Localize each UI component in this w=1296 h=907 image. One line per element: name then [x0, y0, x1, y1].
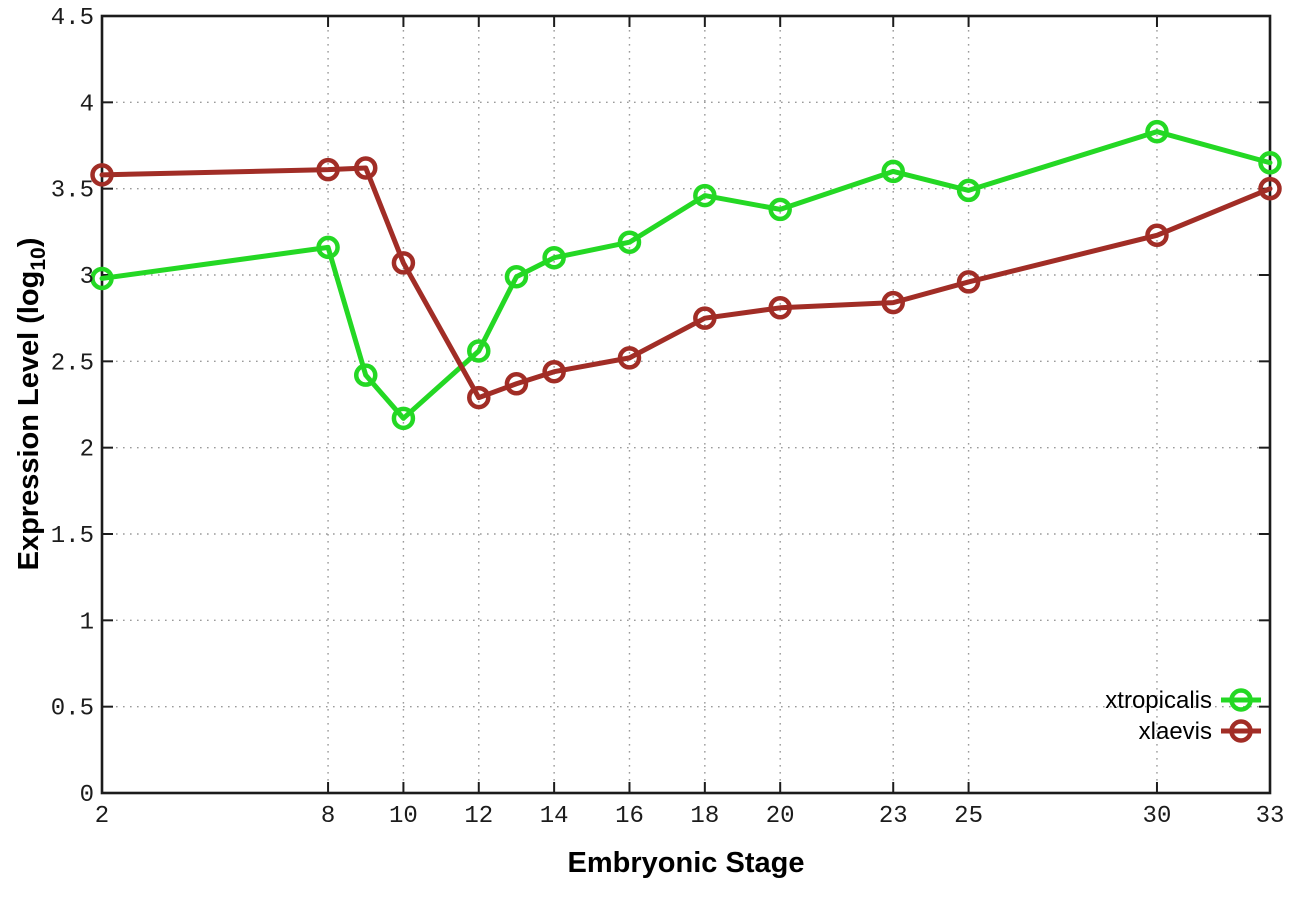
data-point-marker [542, 359, 566, 384]
data-point-marker [617, 346, 642, 370]
series-xtropicalis [90, 119, 1282, 431]
data-point-marker [316, 235, 340, 260]
data-point-marker [504, 264, 529, 289]
data-point-marker [1145, 119, 1169, 144]
y-tick-label: 3.5 [51, 178, 94, 205]
x-tick-label: 33 [1256, 803, 1285, 830]
y-tick-label: 0 [80, 782, 94, 809]
y-tick-label: 0.5 [51, 696, 94, 723]
x-tick-label: 18 [690, 803, 719, 830]
data-point-marker [768, 296, 792, 320]
x-tick-label: 10 [389, 803, 418, 830]
series-line [99, 165, 1273, 401]
x-tick-label: 30 [1143, 803, 1172, 830]
gridlines [102, 16, 1270, 793]
y-tick-label: 2.5 [51, 350, 94, 377]
data-point-marker [353, 156, 378, 180]
data-point-marker [693, 306, 717, 330]
data-point-marker [90, 163, 114, 187]
data-point-marker [467, 339, 491, 363]
legend-label-xlaevis: xlaevis [1139, 718, 1212, 745]
data-point-marker [768, 197, 792, 222]
legend-marker-samples [1221, 688, 1261, 743]
data-point-marker [881, 159, 905, 184]
plot-frame [100, 14, 1272, 795]
x-tick-label: 23 [879, 803, 908, 830]
y-tick-label: 4 [80, 91, 94, 118]
y-tick-label: 4.5 [51, 5, 94, 32]
data-point-marker [467, 385, 491, 410]
y-tick-label: 1 [80, 609, 94, 636]
data-point-marker [353, 363, 378, 387]
y-tick-label: 3 [80, 264, 94, 291]
x-tick-label: 8 [321, 803, 335, 830]
data-point-marker [881, 290, 905, 315]
y-tick-label: 1.5 [51, 523, 94, 550]
data-point-marker [956, 270, 981, 294]
x-tick-label: 14 [540, 803, 569, 830]
y-axis-title: Expression Level (log10) [13, 238, 50, 571]
data-point-marker [391, 406, 416, 431]
data-point-marker [542, 245, 566, 270]
y-tick-label: 2 [80, 437, 94, 464]
x-tick-label: 25 [954, 803, 983, 830]
data-point-marker [617, 230, 642, 254]
legend-label-xtropicalis: xtropicalis [1105, 687, 1212, 714]
series-xlaevis [90, 156, 1282, 410]
x-tick-label: 2 [95, 803, 109, 830]
x-tick-label: 20 [766, 803, 795, 830]
legend-sample-marker [1229, 719, 1253, 743]
x-axis-title: Embryonic Stage [568, 847, 805, 879]
tick-labels: 2 8 10 12 14 16 18 20 23 25 30 33 0 0.5 1 1.5 2 2.5 3 3.5 4 4… [51, 5, 1285, 830]
x-tick-label: 12 [464, 803, 493, 830]
data-point-marker [1258, 176, 1282, 201]
data-point-marker [693, 183, 717, 208]
data-point-marker [90, 266, 114, 291]
data-point-marker [316, 157, 340, 182]
data-point-marker [956, 178, 981, 203]
data-point-marker [1145, 223, 1169, 248]
data-point-marker [391, 251, 416, 275]
data-series [90, 119, 1282, 431]
data-point-marker [1258, 151, 1282, 175]
plot-border [100, 14, 1272, 795]
x-tick-label: 16 [615, 803, 644, 830]
data-point-marker [504, 372, 529, 396]
legend-sample-marker [1229, 688, 1253, 712]
